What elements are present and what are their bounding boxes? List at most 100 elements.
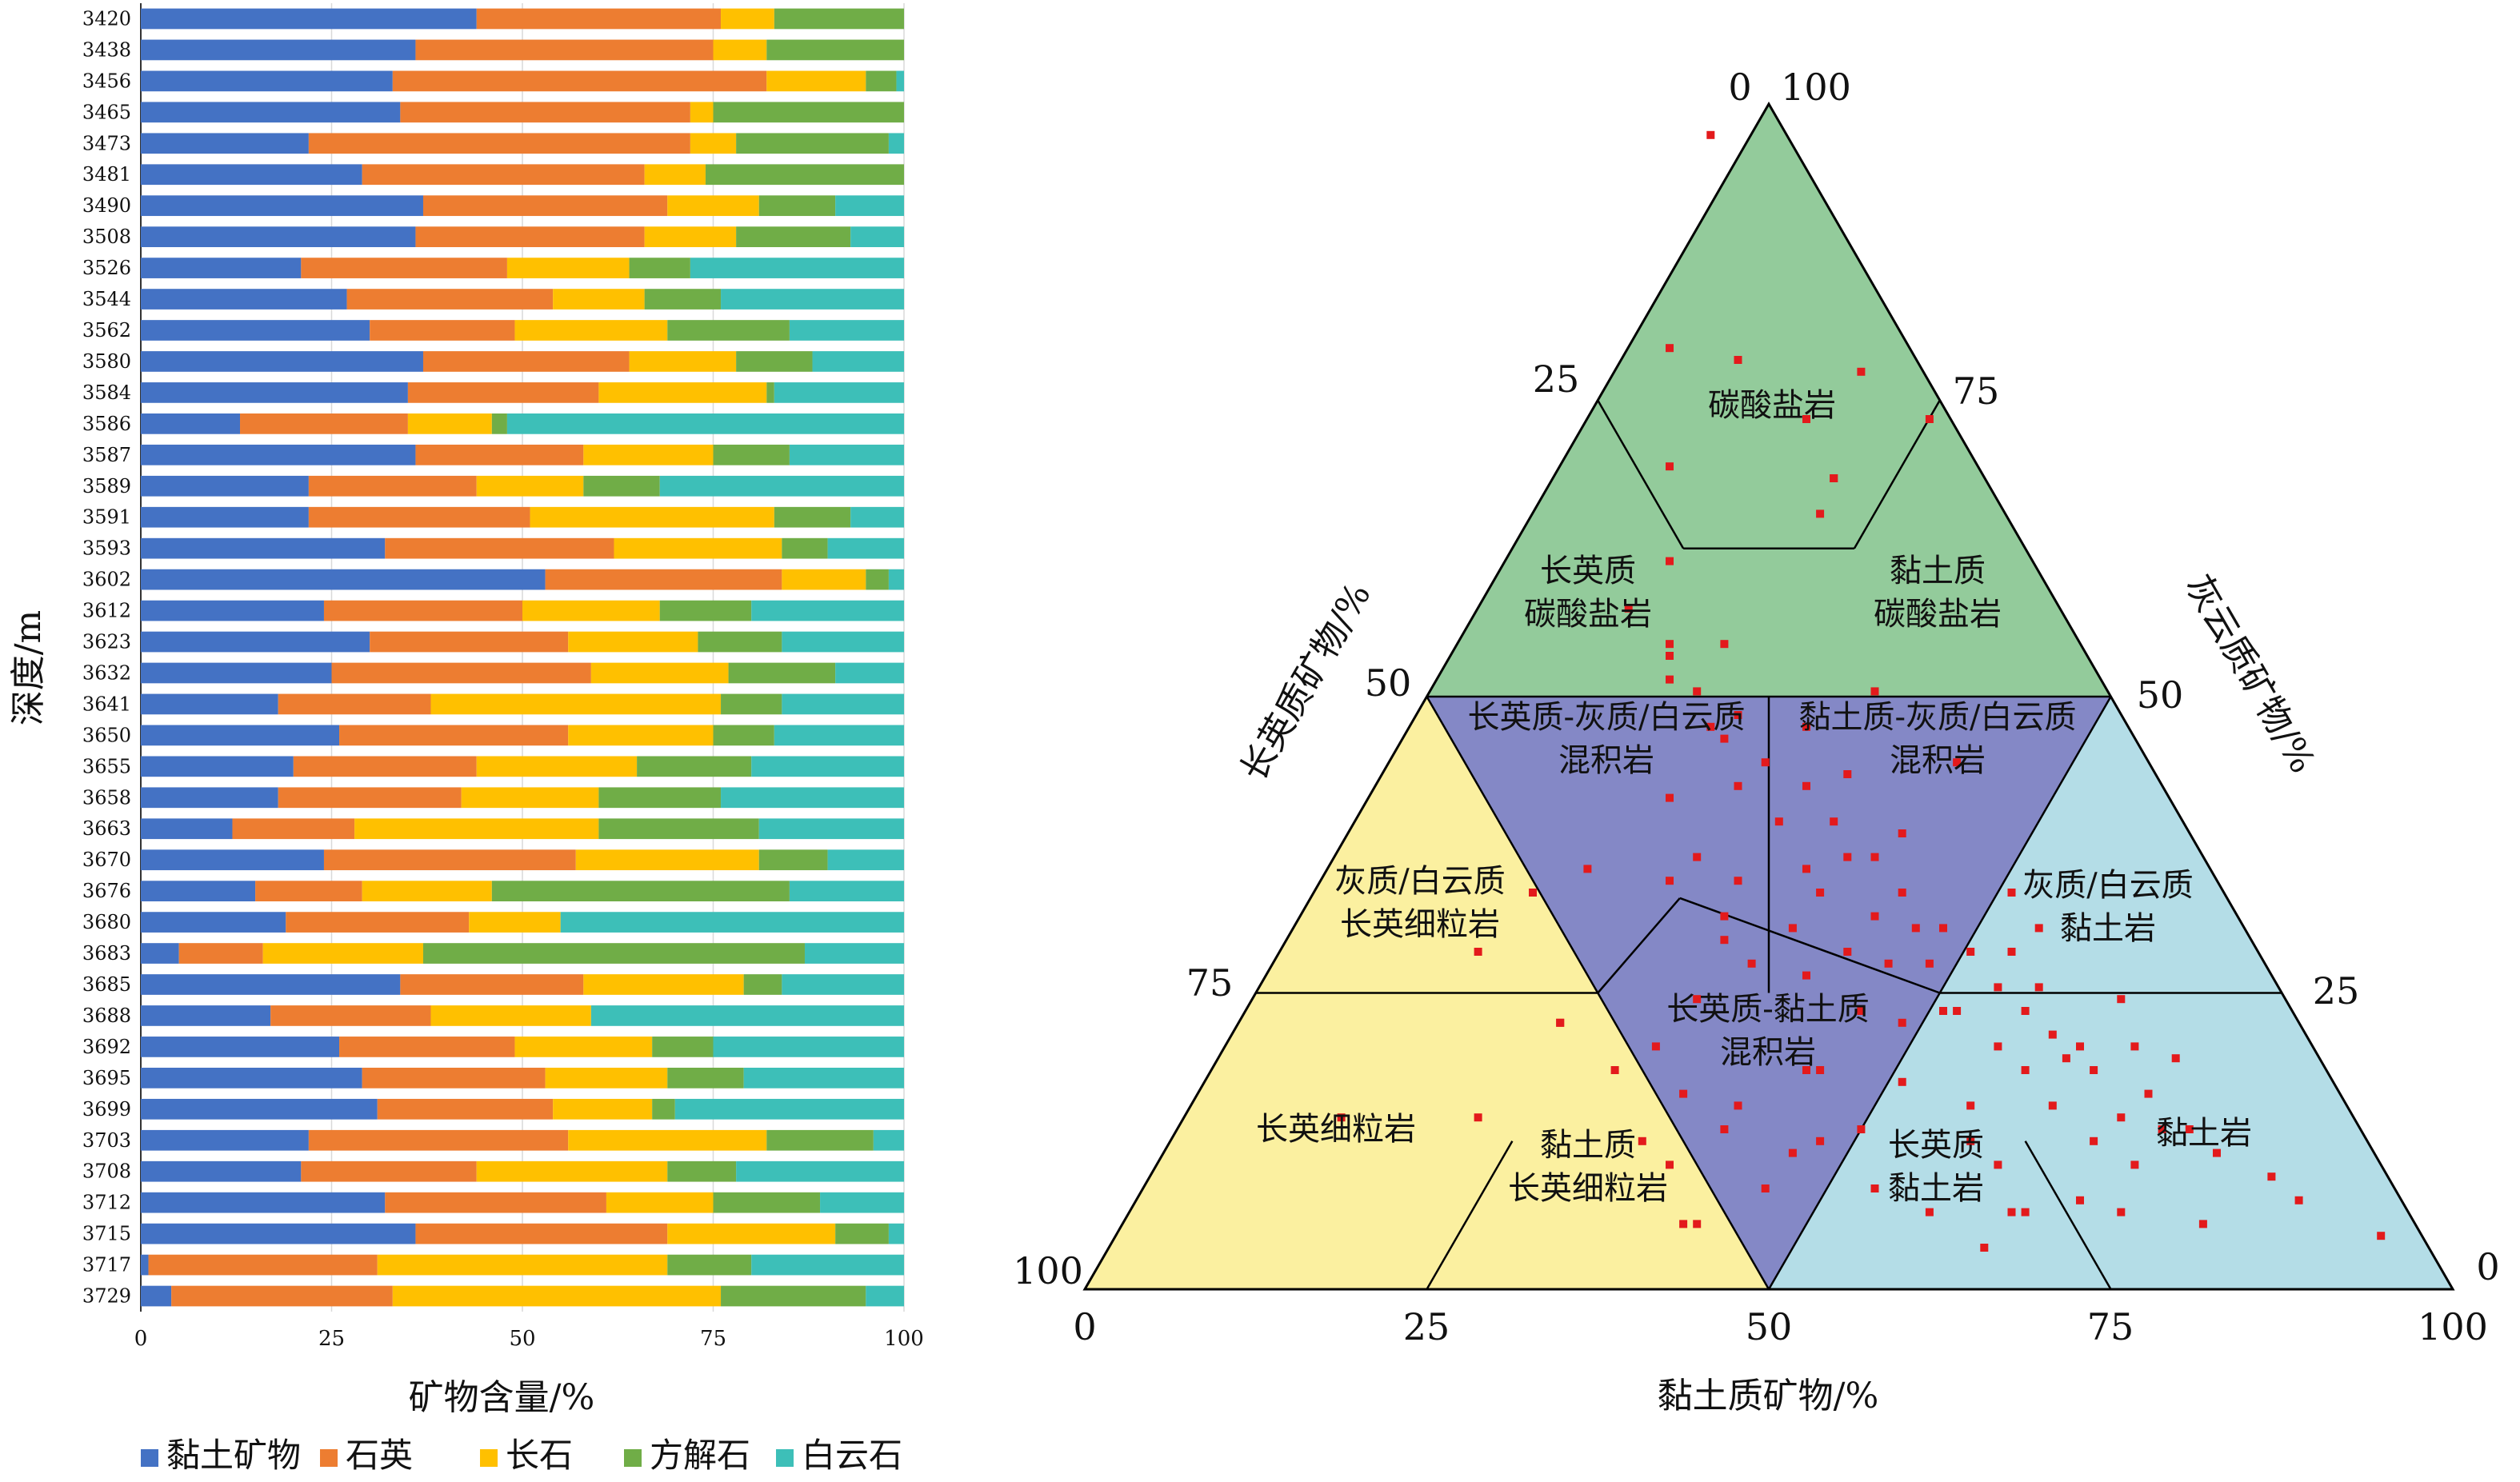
zone-label: 碳酸盐岩 [1708, 387, 1836, 424]
bar-segment [782, 537, 828, 559]
ternary-point [1693, 853, 1702, 861]
ternary-point [1870, 853, 1879, 861]
bar-segment [354, 818, 599, 840]
zone-label: 长英质-灰质/白云质混积岩 [1468, 699, 1746, 779]
bar-segment [141, 1223, 416, 1244]
ternary-point [1666, 675, 1674, 684]
bar-segment [141, 725, 340, 746]
bar-segment [430, 693, 722, 715]
ternary-point [1830, 817, 1838, 826]
depth-label: 3663 [82, 817, 131, 840]
ternary-point [1693, 995, 1702, 1004]
ternary-point [1816, 1136, 1825, 1145]
bar-segment [415, 1223, 668, 1244]
ternary-point [1556, 1018, 1565, 1027]
bar-segment [629, 258, 690, 278]
bar-segment [652, 1098, 675, 1120]
bar-segment [644, 289, 722, 310]
ternary-point [1925, 1208, 1934, 1216]
ternary-right-tick: 50 [2137, 673, 2184, 717]
bar-segment [583, 444, 714, 465]
bar-x-axis-label: 矿物含量/% [409, 1377, 595, 1418]
bar-segment [278, 787, 462, 809]
bar-segment [141, 1254, 149, 1276]
depth-label: 3685 [82, 973, 131, 996]
bar-segment [141, 662, 332, 684]
ternary-point [1679, 1220, 1688, 1228]
bar-x-tick-label: 25 [318, 1327, 345, 1351]
depth-label: 3456 [82, 70, 131, 92]
ternary-left-tick: 0 [1728, 66, 1751, 109]
bar-segment [141, 102, 401, 123]
depth-label: 3612 [82, 600, 131, 622]
ternary-point [1966, 948, 1975, 956]
bar-segment [774, 382, 904, 403]
bar-segment [377, 1098, 554, 1120]
bar-y-axis-label: 深度/m [8, 610, 49, 726]
ternary-point [1720, 640, 1729, 649]
ternary-point [1734, 1101, 1742, 1110]
bar-segment [422, 943, 805, 964]
bar-segment [141, 8, 477, 30]
ternary-point [1953, 1007, 1962, 1015]
bar-segment [346, 289, 554, 310]
ternary-point [1693, 1220, 1702, 1228]
zone-label: 长英质-黏土质混积岩 [1666, 991, 1870, 1071]
depth-label: 3490 [82, 194, 131, 217]
bar-segment [469, 912, 561, 933]
ternary-point [1816, 889, 1825, 897]
legend-swatch [480, 1449, 498, 1467]
depth-label: 3526 [82, 257, 131, 279]
bar-segment [705, 164, 904, 186]
depth-label: 3729 [82, 1285, 131, 1308]
bar-segment [415, 444, 584, 465]
bar-x-tick-label: 100 [884, 1327, 924, 1351]
depth-label: 3632 [82, 661, 131, 684]
ternary-right-tick: 25 [2313, 969, 2360, 1013]
bar-segment [835, 1223, 889, 1244]
ternary-point [1802, 415, 1810, 423]
bar-segment [774, 725, 904, 746]
bar-segment [713, 102, 904, 123]
bar-segment [270, 1005, 431, 1026]
ternary-point [1802, 865, 1810, 873]
bar-segment [721, 787, 904, 809]
bar-segment [721, 289, 904, 310]
depth-label: 3688 [82, 1005, 131, 1027]
ternary-point [1693, 687, 1702, 696]
bar-segment [323, 600, 522, 621]
bar-segment [171, 1285, 393, 1307]
ternary-point [2185, 1125, 2194, 1133]
legend-swatch [141, 1449, 158, 1467]
bar-segment [888, 1223, 904, 1244]
bar-segment [789, 444, 904, 465]
bar-segment [407, 413, 492, 434]
depth-label: 3593 [82, 537, 131, 560]
ternary-point [2171, 1054, 2180, 1063]
bar-segment [141, 413, 241, 434]
ternary-point [2377, 1232, 2386, 1240]
bar-segment [583, 974, 744, 995]
ternary-point [1679, 1089, 1688, 1098]
bar-segment [766, 70, 866, 92]
depth-label: 3703 [82, 1129, 131, 1152]
bar-segment [728, 662, 836, 684]
boundary-inner-1 [1597, 897, 1681, 994]
bar-segment [736, 226, 851, 247]
ternary-point [1720, 912, 1729, 921]
zone-label: 灰质/白云质黏土岩 [2022, 867, 2193, 947]
depth-label: 3699 [82, 1098, 131, 1120]
ternary-point [1666, 640, 1674, 649]
boundary-mixed-right [1938, 696, 2112, 994]
ternary-point [1994, 983, 2002, 992]
bar-segment [362, 881, 492, 901]
bar-segment [743, 974, 782, 995]
bar-segment [637, 756, 752, 777]
bar-segment [141, 444, 416, 465]
ternary-point [2130, 1160, 2139, 1169]
ternary-point [1734, 356, 1742, 364]
bar-segment [644, 164, 706, 186]
bar-segment [545, 569, 782, 590]
ternary-point [1870, 687, 1879, 696]
